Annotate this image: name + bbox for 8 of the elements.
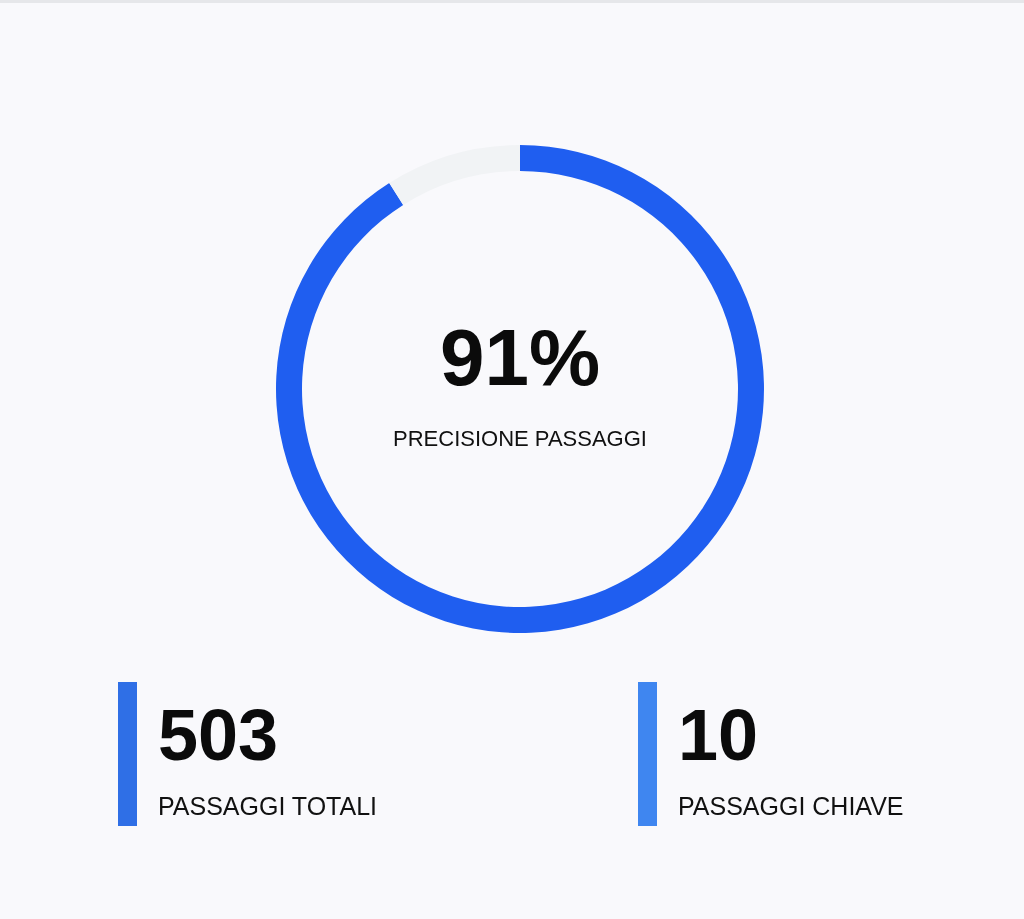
text: PASSAGGI TOTALI bbox=[158, 792, 378, 820]
data-label: 91% bbox=[439, 313, 601, 402]
donut-slice bbox=[389, 145, 520, 205]
text: 10 bbox=[678, 695, 759, 775]
text: 503 bbox=[158, 695, 279, 775]
text: PRECISIONE PASSAGGI bbox=[393, 426, 647, 451]
donut-slice bbox=[276, 145, 764, 633]
text: PASSAGGI CHIAVE bbox=[678, 792, 904, 820]
